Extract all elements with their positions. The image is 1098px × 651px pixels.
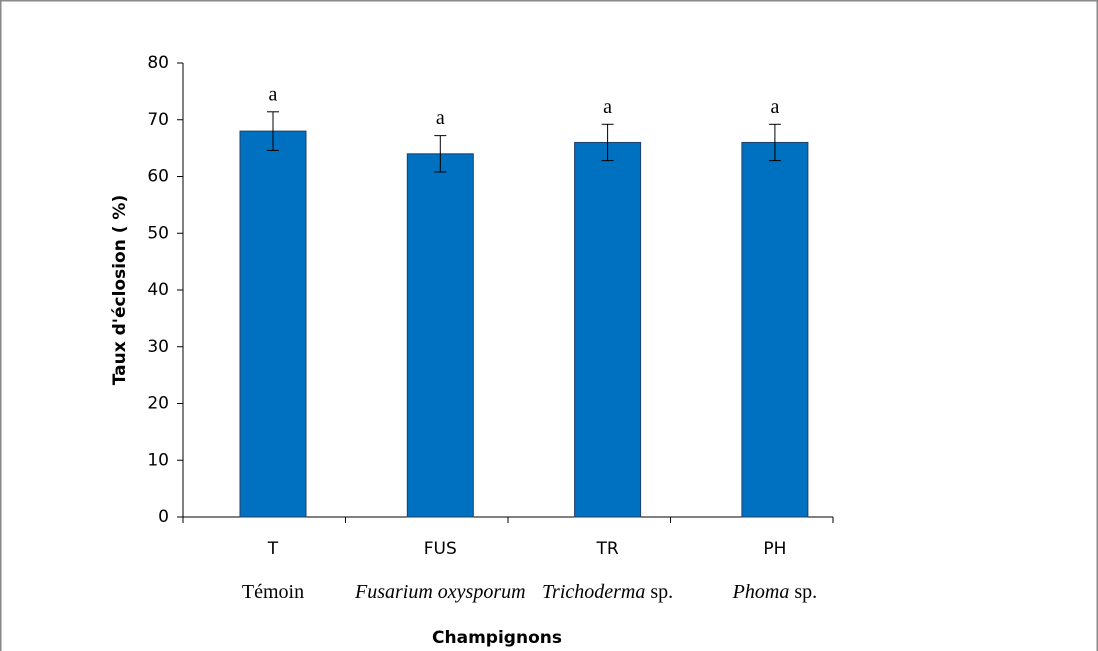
- subcategory-label: Trichoderma sp.: [542, 581, 673, 603]
- y-tick-label: 0: [158, 507, 169, 527]
- x-tick-label: T: [267, 539, 279, 559]
- x-tick-label: FUS: [424, 539, 457, 559]
- error-bar: [768, 123, 781, 162]
- label-part: Fusarium oxysporum: [354, 581, 526, 603]
- bar: [574, 141, 642, 518]
- label-part: Phoma: [732, 581, 790, 603]
- subcategory-label: Phoma sp.: [732, 581, 817, 603]
- x-tick-label: PH: [763, 539, 786, 559]
- subcategory-label: Fusarium oxysporum: [354, 581, 526, 603]
- y-tick-label: 40: [147, 280, 169, 300]
- x-tick-label: TR: [595, 539, 618, 559]
- y-tick-label: 70: [147, 110, 169, 130]
- y-tick-label: 10: [147, 450, 169, 470]
- subcategory-label: Témoin: [242, 581, 304, 603]
- error-bar: [267, 111, 279, 151]
- error-bar: [434, 135, 447, 173]
- annotation: a: [269, 83, 278, 105]
- annotation: a: [770, 96, 779, 118]
- y-tick-label: 20: [147, 394, 169, 414]
- y-tick-label: 60: [147, 167, 169, 187]
- y-tick-label: 80: [147, 53, 169, 73]
- bar: [406, 153, 474, 518]
- bar: [239, 130, 307, 518]
- label-part: sp.: [645, 581, 673, 603]
- label-part: Trichoderma: [542, 581, 645, 603]
- annotation: a: [603, 96, 612, 118]
- y-tick-label: 50: [147, 223, 169, 243]
- x-axis-title: Champignons: [432, 628, 562, 648]
- y-tick-label: 30: [147, 337, 169, 357]
- label-part: sp.: [789, 581, 817, 603]
- y-axis-title: Taux d'éclosion ( %): [110, 195, 130, 386]
- annotation: a: [436, 107, 445, 129]
- error-bar: [601, 123, 614, 162]
- label-part: Témoin: [242, 581, 304, 603]
- bar: [741, 141, 809, 518]
